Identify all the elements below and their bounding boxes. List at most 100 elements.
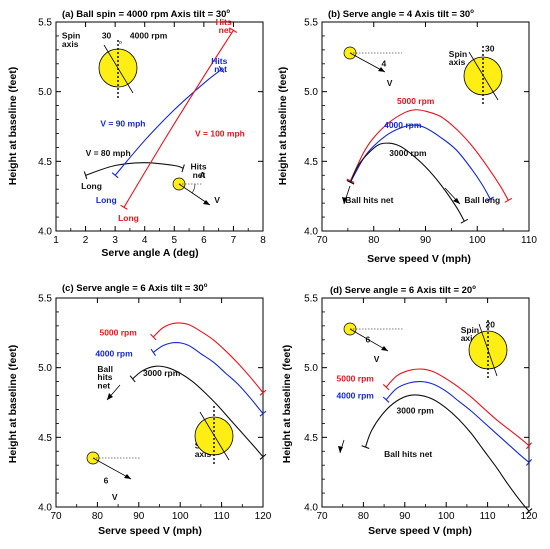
series-v-100-mph xyxy=(123,30,234,208)
panel-c-axes: 70 80 90 100 110 120 4.0 4.5 5.0 5.5 xyxy=(38,294,272,523)
x-tick-label: 80 xyxy=(368,235,380,246)
panel-d-lines xyxy=(361,368,533,515)
y-tick-label: 5.5 xyxy=(304,294,318,305)
panel-b-annotations: 5000 rpm 4000 rpm 3000 rpm Ball hits net Bal… xyxy=(345,43,500,205)
annotation: Ball long xyxy=(464,195,500,205)
panel-a-lines xyxy=(83,27,238,210)
x-tick-label: 100 xyxy=(438,511,455,522)
panel-d-axes: 70 80 90 100 110 120 4.0 4.5 5.0 5.5 xyxy=(304,294,538,523)
annotation: 4 xyxy=(382,59,387,69)
series-3000-rpm xyxy=(132,365,264,458)
x-tick-label: 110 xyxy=(480,511,496,522)
annotation: 4000 rpm xyxy=(336,390,374,400)
x-tick-label: 8 xyxy=(260,235,266,246)
x-tick-label: 6 xyxy=(201,235,207,246)
x-tick-label: 110 xyxy=(214,511,230,522)
annotation: 3000 rpm xyxy=(143,368,181,378)
series-end-marker xyxy=(229,27,238,33)
annotation: A xyxy=(199,170,205,180)
annotation: Long xyxy=(118,213,139,223)
svg-text:o: o xyxy=(119,40,122,46)
x-tick-label: 80 xyxy=(358,511,370,522)
annotation: V = 80 mph xyxy=(86,148,131,158)
panel-b-decorations xyxy=(342,46,503,205)
y-tick-label: 4.0 xyxy=(38,503,52,514)
panel-b-lines xyxy=(346,109,513,224)
ball-small-icon xyxy=(86,451,140,480)
panel-d-ylabel: Height at baseline (feet) xyxy=(281,345,293,463)
panel-d-title: (d) Serve angle = 6 Axis tilt = 20o xyxy=(330,285,476,296)
series-end-marker xyxy=(382,396,390,403)
annotation: Hits xyxy=(216,17,232,27)
annotation: 5000 rpm xyxy=(336,374,374,384)
series-v-90-mph xyxy=(114,68,222,176)
y-tick-label: 5.5 xyxy=(304,18,318,29)
series-end-marker xyxy=(346,180,355,185)
annotation: Spin xyxy=(449,49,467,59)
annotation: hits xyxy=(97,372,112,382)
series-end-marker xyxy=(346,178,355,184)
series-5000-rpm xyxy=(349,109,509,201)
x-tick-label: 5 xyxy=(172,235,178,246)
series-end-marker xyxy=(259,410,267,417)
panel-c-ylabel: Height at baseline (feet) xyxy=(7,345,19,463)
series-4000-rpm xyxy=(349,124,491,200)
series-end-marker xyxy=(525,508,533,515)
y-tick-label: 5.0 xyxy=(304,87,318,98)
annotation: V = 90 mph xyxy=(100,119,145,129)
annotation: 3000 rpm xyxy=(397,406,435,416)
annotation: V = 100 mph xyxy=(195,128,245,138)
x-tick-label: 120 xyxy=(255,511,272,522)
series-5000-rpm xyxy=(152,322,264,394)
panel-d-xlabel: Serve speed V (mph) xyxy=(368,525,472,537)
annotation: V xyxy=(112,492,118,502)
x-tick-label: 1 xyxy=(53,235,59,246)
plot-frame xyxy=(55,297,264,508)
series-end-marker xyxy=(460,218,469,224)
panel-b-xlabel: Serve speed V (mph) xyxy=(367,253,471,265)
x-tick-label: 110 xyxy=(521,235,537,246)
annotation: net xyxy=(97,381,110,391)
series-4000-rpm xyxy=(152,342,264,414)
panel-a-title: (a) Ball spin = 4000 rpm Axis tilt = 30o xyxy=(62,9,230,20)
panel-b-title: (b) Serve angle = 4 Axis tilt = 30o xyxy=(328,9,474,20)
panel-a-decorations: o xyxy=(98,40,211,206)
series-end-marker xyxy=(382,384,390,391)
x-tick-label: 70 xyxy=(50,511,62,522)
y-tick-label: 4.5 xyxy=(304,433,318,444)
ball-small-icon xyxy=(172,177,211,206)
series-end-marker xyxy=(218,65,225,73)
ball-icon xyxy=(468,320,508,380)
annotation: V xyxy=(374,354,380,364)
annotation: axis xyxy=(461,333,478,343)
panel-a: (a) Ball spin = 4000 rpm Axis tilt = 30o… xyxy=(7,9,266,259)
panel-d: (d) Serve angle = 6 Axis tilt = 20o Serv… xyxy=(281,285,538,537)
annotation: V xyxy=(387,78,393,88)
annotation: 4000 rpm xyxy=(95,349,133,359)
x-tick-label: 90 xyxy=(420,235,432,246)
y-tick-label: 4.0 xyxy=(38,227,52,238)
series-end-marker xyxy=(486,196,494,202)
annotation: axis xyxy=(62,39,79,49)
series-end-marker xyxy=(259,389,267,396)
annotation: net xyxy=(214,64,227,74)
x-tick-label: 90 xyxy=(133,511,145,522)
panel-c-xlabel: Serve speed V (mph) xyxy=(98,525,202,537)
annotation: Long xyxy=(96,195,117,205)
annotation: 3000 rpm xyxy=(389,148,427,158)
ball-icon: o xyxy=(98,40,138,98)
y-tick-label: 5.5 xyxy=(38,294,52,305)
series-end-marker xyxy=(129,375,136,383)
annotation: Ball hits net xyxy=(345,195,393,205)
x-tick-label: 70 xyxy=(316,511,328,522)
y-tick-label: 4.0 xyxy=(304,227,318,238)
annotation: 30 xyxy=(102,31,112,41)
y-tick-label: 5.0 xyxy=(38,87,52,98)
ball-icon xyxy=(463,46,503,104)
panel-c-title: (c) Serve angle = 6 Axis tilt = 30o xyxy=(62,283,208,294)
series-end-marker xyxy=(181,164,185,173)
annotation: Ball xyxy=(97,364,113,374)
